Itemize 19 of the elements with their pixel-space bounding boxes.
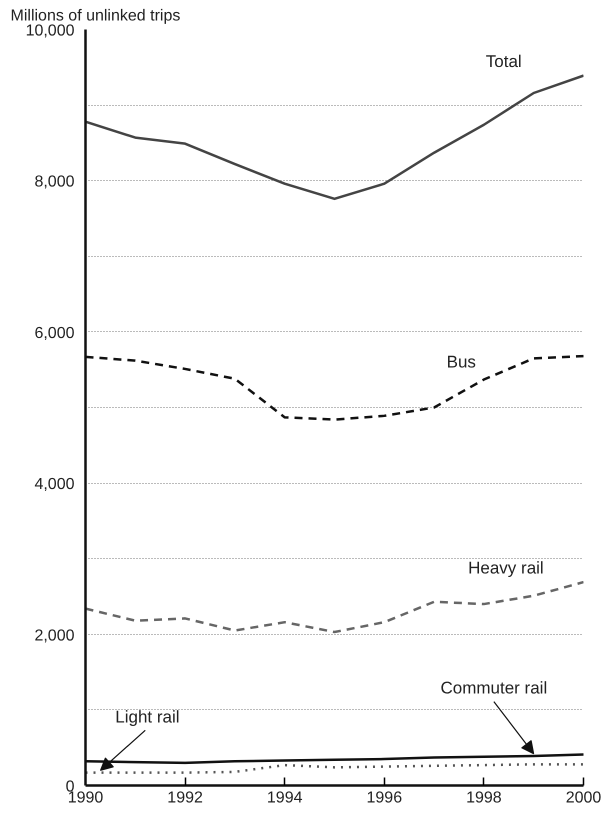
y-tick-label: 8,000 bbox=[34, 174, 75, 191]
x-tick-label: 2000 bbox=[566, 790, 602, 806]
series-label: Bus bbox=[446, 352, 476, 372]
x-tick-label: 1994 bbox=[266, 790, 303, 806]
text: Light rail bbox=[115, 707, 180, 726]
line-series bbox=[86, 580, 584, 634]
y-axis-title: Millions of unlinked trips bbox=[10, 8, 180, 24]
line-series bbox=[86, 74, 584, 200]
y-tick-label: 10,000 bbox=[26, 22, 75, 40]
y-tick-label: 6,000 bbox=[34, 324, 75, 342]
x-tick-label: 1996 bbox=[366, 790, 402, 806]
y-tick-label: 2,000 bbox=[34, 627, 75, 644]
series-label: Heavy rail bbox=[468, 558, 544, 578]
series-label: Total bbox=[486, 52, 522, 72]
text: Commuter rail bbox=[440, 678, 548, 698]
line-series bbox=[86, 763, 584, 774]
x-tick-label: 1998 bbox=[466, 790, 502, 806]
y-tick-label: 4,000 bbox=[34, 476, 75, 494]
x-tick-label: 1992 bbox=[167, 790, 203, 806]
